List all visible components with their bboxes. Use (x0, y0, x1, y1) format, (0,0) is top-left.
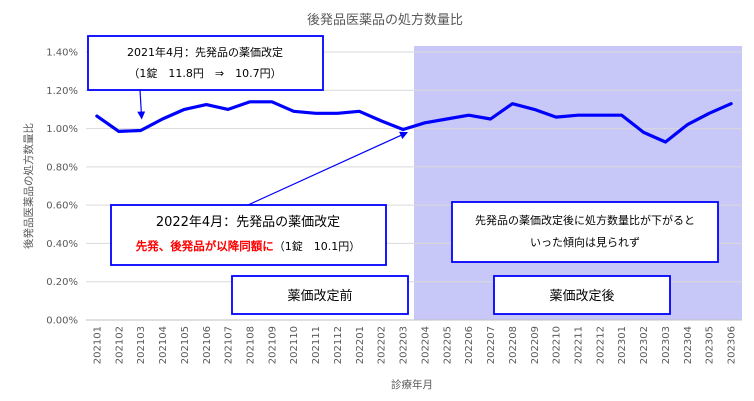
series-line (95, 100, 733, 144)
x-tick-label: 202209 (530, 326, 541, 364)
x-tick-label: 202109 (267, 326, 278, 364)
x-tick-label: 202102 (114, 326, 125, 364)
x-tick-label: 202104 (158, 326, 169, 364)
x-tick-label: 202205 (442, 326, 453, 364)
x-tick-label: 202110 (289, 326, 300, 364)
y-tick-label: 1.20% (46, 86, 78, 97)
before-revision-label-box: 薬価改定前 (231, 275, 409, 315)
x-tick-label: 202210 (552, 326, 563, 364)
x-tick-label: 202103 (136, 326, 147, 364)
x-tick-label: 202101 (92, 326, 103, 364)
x-tick-label: 202204 (420, 326, 431, 364)
x-tick-label: 202208 (508, 326, 519, 364)
x-tick-label: 202301 (617, 326, 628, 364)
annotation-2022-price: （1錠 10.1円） (274, 239, 361, 253)
x-tick-label: 202105 (180, 326, 191, 364)
x-tick-label: 202111 (311, 326, 322, 364)
x-tick-label: 202106 (202, 326, 213, 364)
annotation-2022-arrow (247, 131, 408, 206)
y-axis-label: 後発品医薬品の処方数量比 (22, 123, 35, 249)
annotation-2021-line1: 2021年4月：先発品の薬価改定 (127, 45, 283, 59)
y-tick-label: 0.00% (46, 316, 78, 327)
after-revision-label: 薬価改定後 (549, 289, 614, 304)
annotation-revision-2021: 2021年4月：先発品の薬価改定 （1錠 11.8円 ⇒ 10.7円） (87, 35, 324, 91)
x-tick-label: 202207 (486, 326, 497, 364)
annotation-2021-line2: （1錠 11.8円 ⇒ 10.7円） (128, 66, 281, 80)
x-tick-label: 202203 (399, 326, 410, 364)
x-tick-label: 202107 (224, 326, 235, 364)
x-tick-label: 202201 (355, 326, 366, 364)
x-tick-label: 202212 (595, 326, 606, 364)
x-tick-label: 202304 (683, 326, 694, 364)
x-tick-label: 202303 (661, 326, 672, 364)
x-tick-label: 202206 (464, 326, 475, 364)
x-tick-label: 202211 (574, 326, 585, 364)
x-tick-label: 202108 (246, 326, 257, 364)
annotation-2021-arrow (137, 89, 146, 120)
y-tick-label: 0.80% (46, 162, 78, 173)
x-tick-label: 202202 (377, 326, 388, 364)
y-tick-label: 1.00% (46, 124, 78, 135)
annotation-2022-red-text: 先発、後発品が以降同額に (136, 239, 274, 253)
chart-title: 後発品医薬品の処方数量比 (307, 12, 463, 28)
after-revision-region (414, 46, 742, 320)
y-tick-labels: 0.00% 0.20% 0.40% 0.60% 0.80% 1.00% 1.20% 1.40% (46, 48, 78, 327)
after-note-line1: 先発品の薬価改定後に処方数量比が下がると (475, 213, 695, 227)
after-revision-label-box: 薬価改定後 (493, 275, 671, 315)
y-tick-label: 1.40% (46, 48, 78, 59)
x-tick-label: 202302 (639, 326, 650, 364)
annotation-2022-line1: 2022年4月：先発品の薬価改定 (156, 215, 340, 230)
x-axis-label: 診療年月 (391, 378, 433, 391)
x-tick-labels: 202101 202102 202103 202104 202105 202106 2021… (92, 326, 737, 364)
before-revision-label: 薬価改定前 (287, 288, 352, 304)
annotation-after-note: 先発品の薬価改定後に処方数量比が下がると いった傾向は見られず (451, 201, 719, 263)
annotation-2022-line2: 先発、後発品が以降同額に（1錠 10.1円） (136, 239, 361, 253)
after-note-line2: いった傾向は見られず (530, 235, 640, 249)
annotation-revision-2022: 2022年4月：先発品の薬価改定 先発、後発品が以降同額に（1錠 10.1円） (110, 204, 387, 266)
x-tick-label: 202306 (727, 326, 738, 364)
y-tick-label: 0.20% (46, 277, 78, 288)
x-tick-label: 202305 (705, 326, 716, 364)
y-tick-label: 0.60% (46, 201, 78, 212)
y-tick-label: 0.40% (46, 239, 78, 250)
x-tick-label: 202112 (333, 326, 344, 364)
